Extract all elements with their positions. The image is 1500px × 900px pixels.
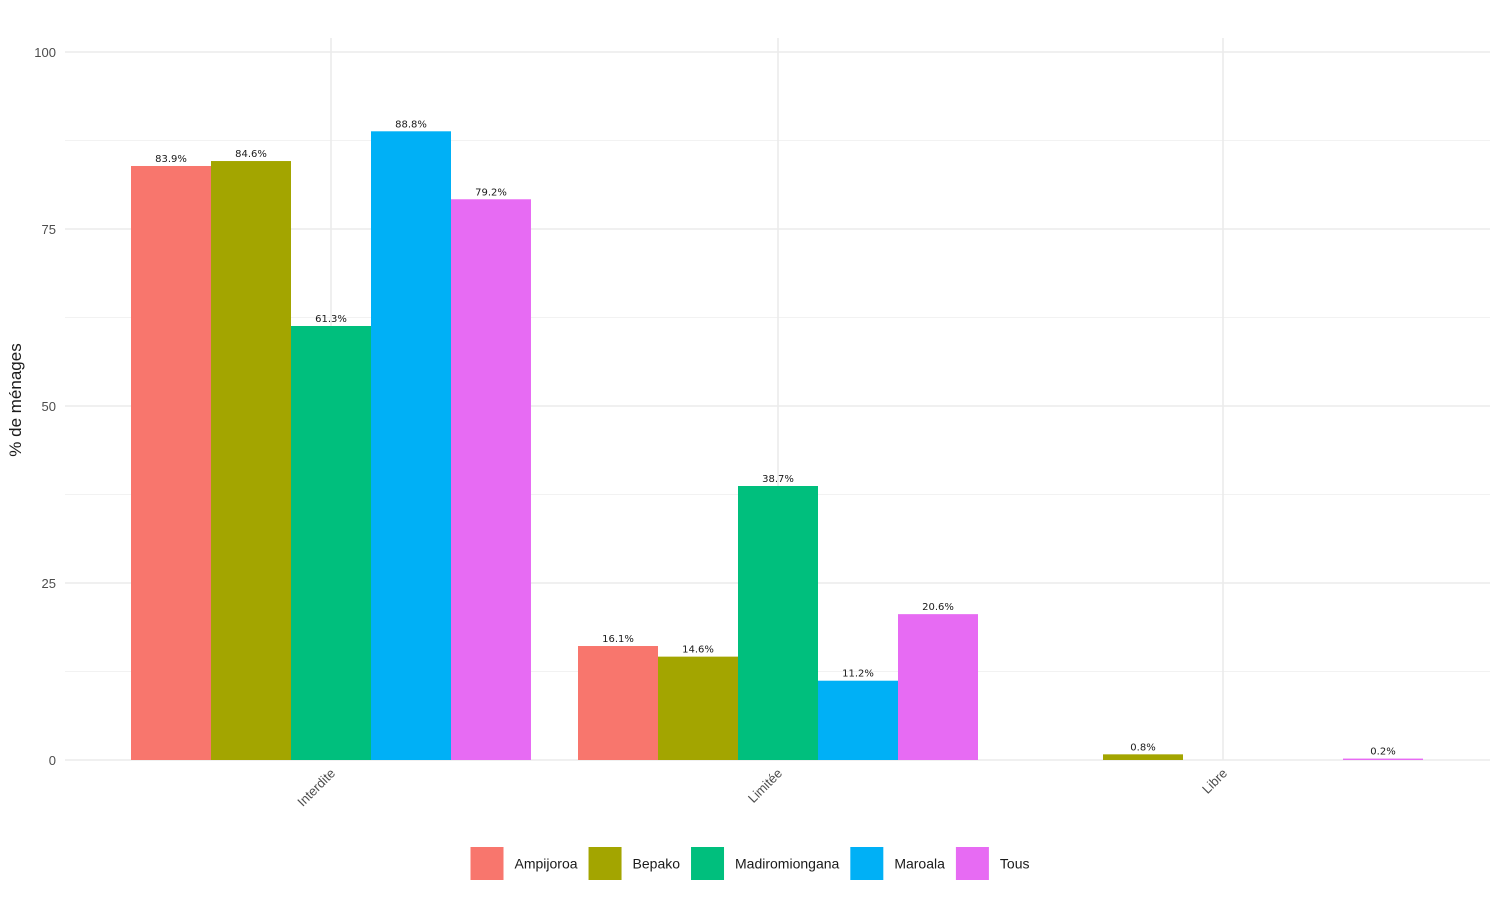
data-label: 0.8% — [1130, 742, 1155, 753]
data-label: 11.2% — [842, 669, 874, 680]
data-label: 20.6% — [922, 602, 954, 613]
y-tick-label: 50 — [42, 399, 56, 414]
bar — [578, 646, 658, 760]
data-label: 83.9% — [155, 154, 187, 165]
data-label: 88.8% — [395, 119, 427, 130]
y-tick-label: 0 — [49, 753, 56, 768]
data-label: 38.7% — [762, 474, 794, 485]
bar — [658, 656, 738, 760]
legend-key — [470, 847, 504, 880]
legend-label: Bepako — [633, 856, 681, 872]
bar — [451, 199, 531, 760]
legend-label: Ampijoroa — [515, 856, 578, 872]
x-axis-ticks: Interdite Limitée Libre — [294, 766, 1230, 810]
bar — [1103, 754, 1183, 760]
legend: Ampijoroa Bepako Madiromiongana Maroala Tous — [470, 847, 1030, 880]
y-axis-ticks: 0 25 50 75 100 — [34, 45, 56, 768]
data-label: 14.6% — [682, 645, 714, 656]
y-tick-label: 25 — [42, 576, 56, 591]
x-tick-label: Interdite — [294, 766, 338, 810]
bar-labels: 83.9% 84.6% 61.3% 88.8% 79.2% 16.1% 14.6% 38.7%… — [155, 119, 1396, 757]
y-tick-label: 100 — [34, 45, 56, 60]
data-label: 61.3% — [315, 314, 347, 325]
bar — [211, 161, 291, 761]
data-label: 0.2% — [1370, 747, 1395, 758]
legend-key — [955, 847, 989, 880]
bar — [738, 486, 818, 760]
legend-key — [850, 847, 884, 880]
legend-label: Maroala — [894, 856, 945, 872]
bar — [898, 614, 978, 760]
y-axis-label: % de ménages — [6, 343, 25, 456]
bar — [818, 680, 898, 760]
data-label: 84.6% — [235, 149, 267, 160]
data-label: 79.2% — [475, 187, 507, 198]
bar — [291, 325, 371, 760]
x-tick-label: Limitée — [745, 766, 785, 806]
legend-label: Madiromiongana — [735, 856, 839, 872]
bar — [371, 131, 451, 760]
legend-key — [691, 847, 725, 880]
bar — [131, 165, 211, 760]
bar — [1343, 758, 1423, 760]
x-tick-label: Libre — [1199, 766, 1230, 797]
data-label: 16.1% — [602, 634, 634, 645]
bars — [131, 131, 1423, 761]
y-tick-label: 75 — [42, 222, 56, 237]
legend-label: Tous — [1000, 856, 1030, 872]
legend-key — [588, 847, 622, 880]
